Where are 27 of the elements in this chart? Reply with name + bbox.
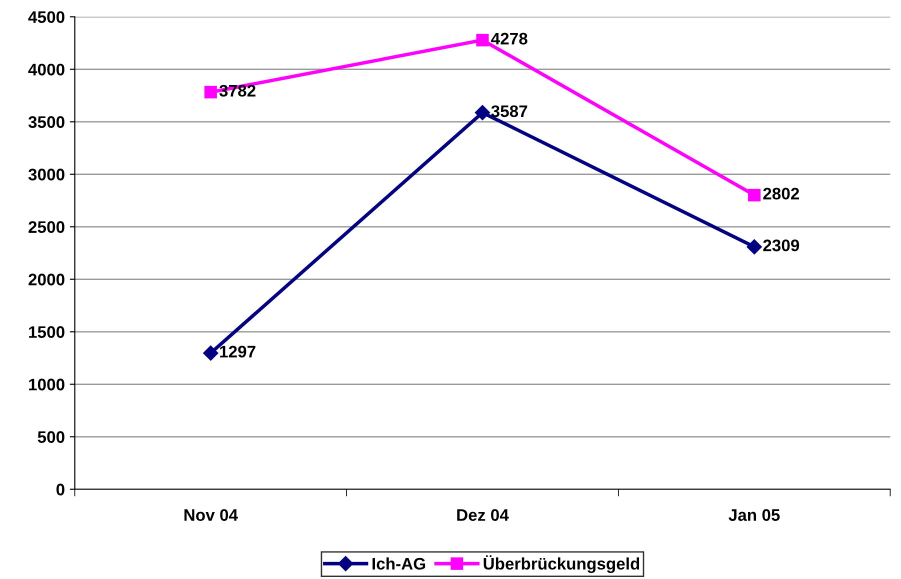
data-label: 4278	[491, 32, 528, 45]
y-tick-label: 0	[56, 484, 64, 496]
point	[203, 346, 218, 361]
point	[746, 239, 762, 254]
data-label: 2802	[763, 188, 800, 200]
y-tick-label: 2500	[28, 221, 64, 233]
x-tick-label: Nov 04	[184, 509, 238, 521]
data-label: 3587	[491, 105, 528, 118]
point	[204, 86, 217, 98]
x-tick-label: Jan 05	[728, 509, 780, 521]
y-tick-label: 4500	[28, 11, 64, 23]
y-tick-label: 4000	[28, 64, 64, 76]
y-tick-label: 2000	[28, 274, 64, 286]
x-tick-label: Dez 04	[457, 509, 509, 521]
data-label: 1297	[220, 346, 256, 358]
data-label: 3782	[219, 84, 256, 97]
y-tick-label: 500	[38, 431, 64, 443]
data-label: 2309	[763, 240, 800, 252]
point	[476, 34, 489, 46]
legend-label: Überbrückungsgeld	[484, 555, 640, 574]
y-tick-label: 3000	[28, 168, 64, 181]
y-tick-label: 1000	[29, 378, 64, 390]
y-tick-label: 1500	[29, 326, 64, 338]
y-tick-label: 3500	[28, 116, 64, 128]
point	[748, 188, 761, 202]
point	[474, 105, 490, 120]
legend-label: Ich-AG	[372, 557, 426, 570]
